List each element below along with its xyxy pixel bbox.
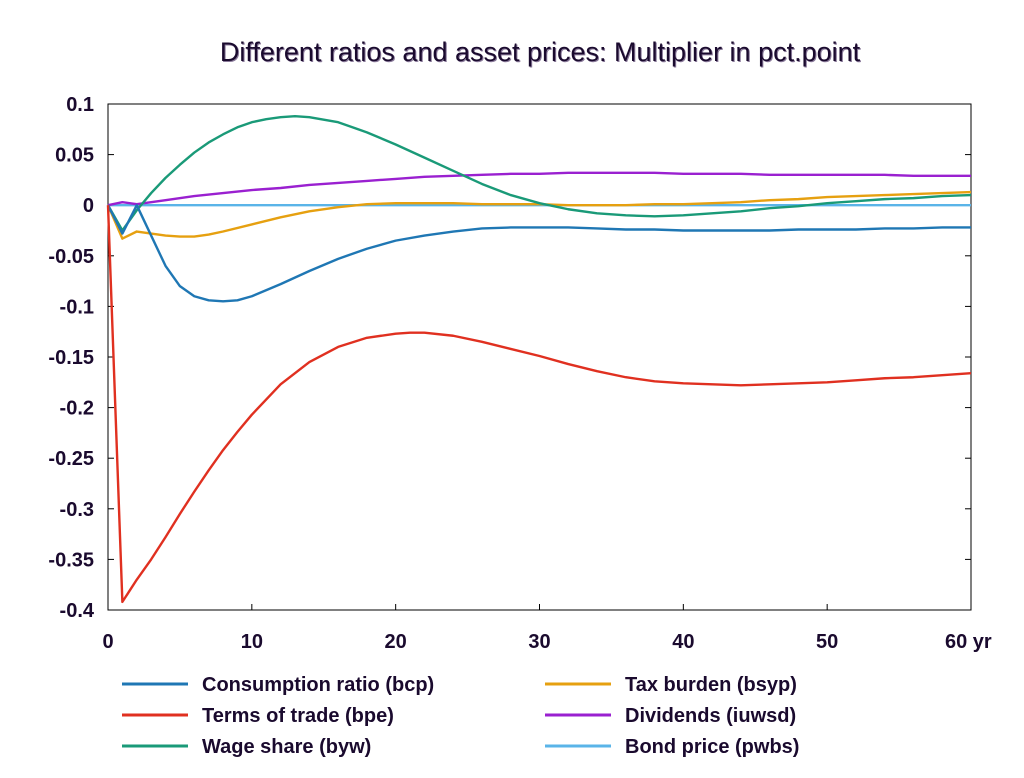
y-tick-label: -0.2	[60, 398, 94, 420]
y-tick-label: -0.1	[60, 296, 94, 318]
y-tick-label: 0.1	[66, 94, 94, 116]
series-line-dividends-iuwsd	[107, 171, 971, 207]
y-tick-label: 0.05	[55, 145, 94, 167]
series-line-consumption-ratio-bcp	[106, 204, 971, 303]
y-tick-label: -0.25	[48, 448, 94, 470]
x-tick-label: 0	[102, 631, 113, 653]
legend-item-wage-share-byw: Wage share (byw)	[122, 736, 371, 758]
x-tick-label: 20	[385, 631, 407, 653]
y-tick-label: -0.3	[60, 499, 94, 521]
legend-item-dividends-iuwsd: Dividends (iuwsd)	[545, 705, 796, 727]
series-lines	[106, 114, 972, 604]
x-tick-label: 10	[241, 631, 263, 653]
legend-label: Terms of trade (bpe)	[202, 705, 394, 727]
legend-item-consumption-ratio-bcp: Consumption ratio (bcp)	[122, 674, 434, 696]
series-line-tax-burden-bsyp	[106, 190, 972, 240]
legend-label: Consumption ratio (bcp)	[202, 674, 434, 696]
y-tick-label: 0	[83, 195, 94, 217]
legend-item-tax-burden-bsyp: Tax burden (bsyp)	[545, 674, 797, 696]
x-tick-label: 30	[528, 631, 550, 653]
x-tick-label: 60 yr	[945, 631, 992, 653]
series-line-wage-share-byw	[106, 114, 972, 232]
legend-label: Tax burden (bsyp)	[625, 674, 797, 696]
chart-title: Different ratios and asset prices: Multi…	[220, 37, 861, 67]
x-tick-label: 50	[816, 631, 838, 653]
x-tick-label: 40	[672, 631, 694, 653]
legend-label: Bond price (pwbs)	[625, 736, 799, 758]
legend-item-bond-price-pwbs: Bond price (pwbs)	[545, 736, 799, 758]
y-tick-label: -0.35	[48, 549, 94, 571]
legend-label: Dividends (iuwsd)	[625, 705, 796, 727]
y-tick-label: -0.05	[48, 246, 94, 268]
legend-item-terms-of-trade-bpe: Terms of trade (bpe)	[122, 705, 394, 727]
x-axis: 0 10 20 30 40 50 60 yr	[102, 604, 992, 653]
series-line-terms-of-trade-bpe	[106, 205, 972, 604]
y-axis: 0.1 0.05 0 -0.05 -0.1 -0.15 -0.2 -0.25 -0.3 -0.35…	[48, 94, 971, 622]
y-tick-label: -0.15	[48, 347, 94, 369]
legend: Consumption ratio (bcp) Terms of trade (b…	[122, 674, 799, 758]
y-tick-label: -0.4	[60, 600, 95, 622]
legend-label: Wage share (byw)	[202, 736, 371, 758]
